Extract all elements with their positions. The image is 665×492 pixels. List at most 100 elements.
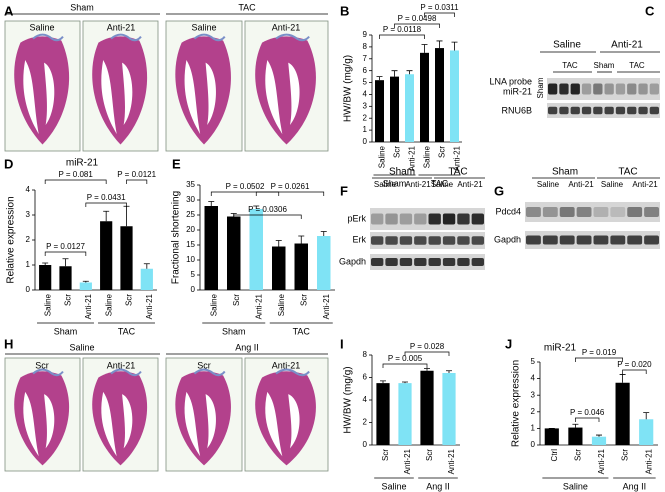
x-tick-label: Scr bbox=[621, 449, 630, 461]
band bbox=[471, 236, 484, 245]
significance-bracket bbox=[233, 214, 302, 219]
error-bar bbox=[421, 44, 428, 53]
p-value: P = 0.0306 bbox=[248, 205, 287, 214]
row-label: LNA probe bbox=[489, 76, 532, 86]
band bbox=[548, 83, 558, 95]
bar bbox=[450, 50, 459, 143]
band bbox=[526, 235, 541, 245]
bar bbox=[405, 74, 414, 142]
band bbox=[593, 207, 609, 217]
significance-bracket bbox=[126, 179, 148, 184]
group-label: TAC bbox=[448, 167, 467, 178]
image-label: Scr bbox=[35, 360, 49, 370]
image-label: Saline bbox=[191, 22, 216, 32]
group-label: Sham bbox=[54, 326, 78, 336]
group-label: Saline bbox=[381, 481, 406, 491]
band bbox=[644, 235, 659, 245]
error-bar bbox=[380, 380, 386, 384]
ventricle bbox=[265, 391, 283, 457]
bar bbox=[79, 282, 92, 290]
heart-section bbox=[92, 371, 148, 466]
error-bar bbox=[451, 41, 458, 51]
p-value: P = 0.0498 bbox=[398, 14, 437, 23]
group-label: TAC bbox=[238, 2, 256, 12]
bar bbox=[398, 383, 412, 445]
y-tick-label: 9 bbox=[363, 30, 368, 39]
lane-label: Sham bbox=[536, 77, 545, 98]
band bbox=[581, 106, 592, 115]
y-tick-label: 0 bbox=[26, 285, 31, 294]
error-bar bbox=[103, 210, 110, 222]
band bbox=[576, 207, 592, 217]
significance-bracket bbox=[379, 34, 425, 39]
p-value: P = 0.081 bbox=[59, 170, 94, 179]
x-tick-label: Anti-21 bbox=[597, 448, 606, 474]
y-tick-label: 20 bbox=[186, 225, 195, 234]
heart-section bbox=[92, 36, 148, 145]
bar bbox=[39, 265, 52, 290]
group-label: Sham bbox=[70, 2, 94, 12]
p-value: P = 0.005 bbox=[388, 354, 423, 363]
bar bbox=[544, 428, 559, 445]
heart-section bbox=[255, 371, 316, 466]
p-value: P = 0.020 bbox=[617, 360, 652, 369]
y-tick-label: 7 bbox=[363, 54, 368, 63]
row-label: Gapdh bbox=[494, 234, 521, 244]
bar bbox=[317, 236, 331, 290]
lane-label: TAC bbox=[629, 61, 645, 70]
band bbox=[471, 213, 484, 225]
error-bar bbox=[391, 70, 398, 77]
significance-bracket bbox=[394, 23, 440, 28]
bar bbox=[140, 268, 153, 290]
error-bar bbox=[62, 258, 69, 267]
ventricle bbox=[288, 394, 300, 449]
panel-letter: F bbox=[340, 183, 348, 198]
x-tick-label: Scr bbox=[393, 146, 402, 158]
ventricle bbox=[184, 60, 201, 135]
error-bar bbox=[376, 76, 383, 81]
group-label: Saline bbox=[553, 40, 581, 51]
band bbox=[428, 213, 441, 225]
bar bbox=[435, 48, 444, 143]
y-tick-label: 4 bbox=[363, 90, 368, 99]
p-value: P = 0.0431 bbox=[87, 193, 126, 202]
error-bar bbox=[208, 201, 215, 206]
significance-bracket bbox=[44, 251, 87, 256]
p-value: P = 0.0118 bbox=[383, 25, 422, 34]
vessels bbox=[32, 368, 64, 377]
row-label: Gapdh bbox=[339, 256, 366, 266]
y-tick-label: 25 bbox=[186, 210, 195, 219]
panel-letter: C bbox=[645, 3, 655, 18]
ventricle bbox=[23, 60, 39, 135]
error-bar bbox=[572, 423, 579, 428]
x-tick-label: Scr bbox=[64, 294, 73, 306]
band bbox=[627, 235, 643, 245]
x-tick-label: Anti-21 bbox=[453, 145, 462, 171]
y-axis-label: Relative expression bbox=[6, 196, 17, 283]
blot bbox=[525, 202, 660, 222]
group-label: Saline bbox=[563, 481, 588, 491]
band bbox=[610, 207, 626, 217]
y-tick-label: 30 bbox=[186, 195, 195, 204]
ventricle bbox=[23, 391, 39, 457]
lane-label: Anti-21 bbox=[457, 180, 483, 189]
ventricle bbox=[288, 62, 300, 125]
y-tick-label: 10 bbox=[186, 255, 195, 264]
significance-bracket bbox=[255, 191, 325, 196]
band bbox=[627, 106, 637, 115]
vessels bbox=[193, 368, 226, 377]
chart-title: miR-21 bbox=[544, 343, 577, 354]
significance-bracket bbox=[210, 191, 280, 196]
band bbox=[615, 106, 626, 115]
x-tick-label: Anti-21 bbox=[447, 448, 456, 474]
row-label: Pdcd4 bbox=[495, 206, 521, 216]
x-tick-label: Saline bbox=[43, 293, 52, 316]
y-axis-label: HW/BW (mg/g) bbox=[343, 366, 354, 433]
band bbox=[593, 235, 609, 245]
y-tick-label: 1 bbox=[26, 260, 31, 269]
bar bbox=[390, 76, 399, 142]
band bbox=[371, 213, 384, 225]
error-bar bbox=[424, 368, 430, 371]
band bbox=[559, 235, 575, 245]
row-label: miR-21 bbox=[503, 86, 532, 96]
